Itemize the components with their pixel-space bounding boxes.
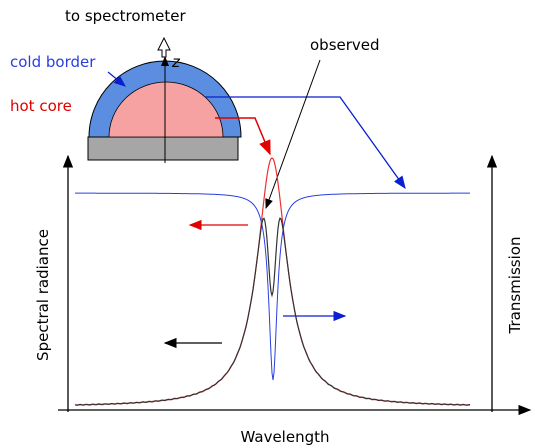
- z-label: z: [171, 53, 181, 71]
- x-axis-label: Wavelength: [241, 428, 330, 446]
- cold-border-pointer: [107, 71, 126, 87]
- emission-curve: [75, 157, 471, 406]
- cold-border-label: cold border: [10, 53, 96, 71]
- hot-core-label: hot core: [10, 97, 72, 115]
- y-right-label: Transmission: [506, 237, 524, 335]
- observed-pointer: [265, 59, 321, 209]
- to-spectrometer-label: to spectrometer: [65, 7, 186, 25]
- observed-curve: [74, 217, 470, 406]
- observed-label: observed: [310, 36, 380, 54]
- cold-to-transmission: [205, 96, 406, 190]
- y-left-label: Spectral radiance: [34, 229, 52, 361]
- up-arrow: [157, 36, 171, 58]
- substrate: [87, 136, 239, 161]
- hot-to-emission: [215, 117, 271, 156]
- transmission-curve: [75, 192, 470, 381]
